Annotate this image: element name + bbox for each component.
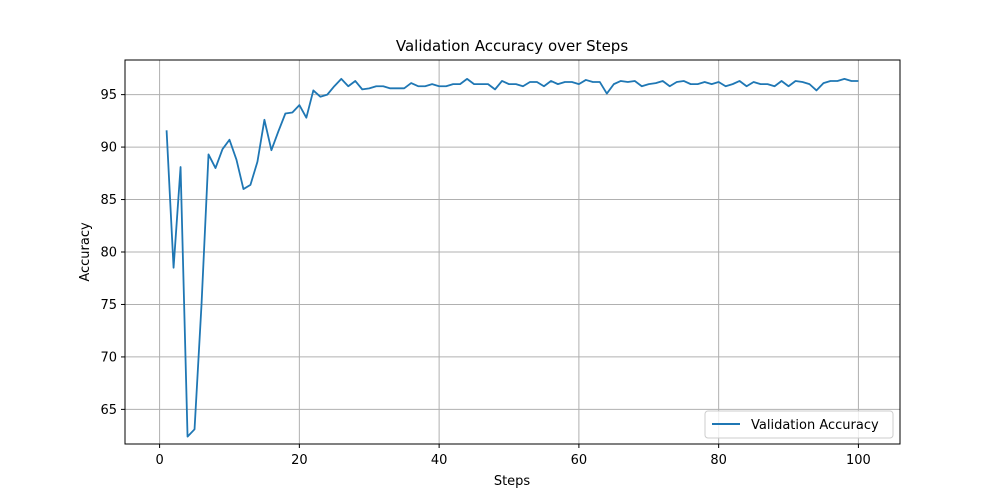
legend-box xyxy=(704,410,894,439)
y-tick-label: 85 xyxy=(100,193,117,208)
x-tick-label: 60 xyxy=(571,453,588,468)
y-tick-label: 70 xyxy=(100,350,117,365)
y-tick-label: 75 xyxy=(100,298,117,313)
series-line-validation-accuracy xyxy=(165,77,859,438)
chart-title: Validation Accuracy over Steps xyxy=(396,37,628,55)
y-axis: 65 70 75 80 85 90 95 xyxy=(100,88,125,418)
legend: Validation Accuracy xyxy=(704,410,894,439)
x-tick-label: 80 xyxy=(710,453,727,468)
x-tick-label: 40 xyxy=(431,453,448,468)
legend-label: Validation Accuracy xyxy=(751,418,879,433)
y-axis-label: Accuracy xyxy=(78,222,93,282)
x-axis-label: Steps xyxy=(494,474,531,489)
y-tick-label: 65 xyxy=(100,403,117,418)
y-tick-label: 80 xyxy=(100,246,117,261)
x-tick-label: 100 xyxy=(846,453,871,468)
x-tick-label: 20 xyxy=(291,453,308,468)
x-tick-label: 0 xyxy=(155,453,163,468)
x-axis: 0 20 40 60 80 100 xyxy=(155,444,871,468)
y-tick-label: 95 xyxy=(100,88,117,103)
y-tick-label: 90 xyxy=(100,141,117,156)
series-layer xyxy=(165,77,859,438)
grid xyxy=(125,60,900,444)
